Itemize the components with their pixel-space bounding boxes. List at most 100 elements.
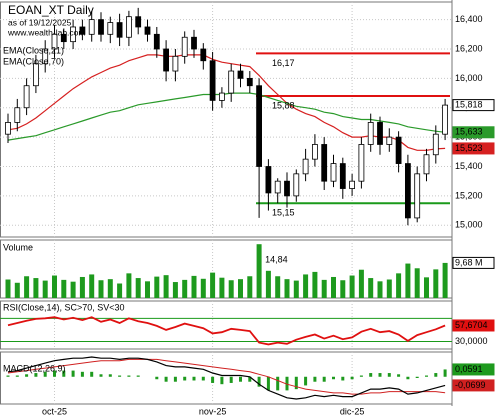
volume-bar xyxy=(126,273,132,298)
histogram-bar xyxy=(220,376,224,385)
histogram-bar xyxy=(294,376,298,390)
histogram-bar xyxy=(359,375,363,377)
volume-bar xyxy=(42,280,48,298)
volume-bar xyxy=(368,278,374,298)
y-tick-label: 15,000 xyxy=(455,220,483,230)
candle-body xyxy=(200,48,207,62)
volume-bar xyxy=(200,278,206,298)
volume-bar xyxy=(70,281,76,298)
value-tag-label: -0,0699 xyxy=(455,380,486,390)
histogram-bar xyxy=(99,374,103,377)
histogram-bar xyxy=(127,375,131,377)
histogram-bar xyxy=(71,370,75,377)
value-tag xyxy=(452,126,495,139)
volume-bar xyxy=(154,276,160,298)
panel-frame xyxy=(0,1,453,238)
histogram-bar xyxy=(248,376,252,382)
candle-body xyxy=(256,85,263,167)
chart-title: EOAN_XT Daily xyxy=(8,3,94,17)
histogram-bar xyxy=(229,376,233,383)
legend-entry: EMA(Close,70) xyxy=(3,56,64,66)
candle-body xyxy=(116,22,123,38)
candle-body xyxy=(33,63,39,87)
volume-bar xyxy=(405,263,411,298)
histogram-bar xyxy=(34,373,38,377)
candle-body xyxy=(107,22,114,35)
volume-bar xyxy=(117,283,123,298)
volume-bar xyxy=(265,270,271,298)
histogram-bar xyxy=(285,376,289,391)
volume-bar xyxy=(247,276,253,298)
histogram-bar xyxy=(332,376,335,380)
volume-bar xyxy=(61,279,67,298)
macd-line xyxy=(7,356,446,400)
candle-body xyxy=(367,122,374,145)
candle-body xyxy=(404,163,411,219)
volume-bar xyxy=(256,244,262,298)
volume-bar xyxy=(433,269,439,298)
level-label: 15,88 xyxy=(272,100,295,110)
candle-body xyxy=(395,136,402,164)
y-tick-label: 30,0000 xyxy=(455,336,488,346)
histogram-bar xyxy=(257,376,261,387)
histogram-bar xyxy=(118,375,122,377)
x-tick-label: dic-25 xyxy=(340,406,365,416)
y-tick-label: 16,400 xyxy=(455,14,483,24)
volume-bar xyxy=(321,279,327,298)
value-tag xyxy=(452,379,495,392)
volume-bar xyxy=(442,262,448,298)
value-tag-label: 15,818 xyxy=(455,99,483,109)
volume-bar xyxy=(210,272,216,298)
source: www.wealth-lab.com xyxy=(7,27,85,37)
histogram-bar xyxy=(397,374,401,377)
candle-body xyxy=(5,122,11,135)
histogram-bar xyxy=(53,370,56,377)
volume-bar xyxy=(275,276,281,298)
candle-body xyxy=(181,36,188,57)
volume-bar xyxy=(163,275,169,298)
x-tick-label: nov-25 xyxy=(199,406,227,416)
candle-body xyxy=(386,136,393,145)
histogram-bar xyxy=(108,374,112,377)
candle-body xyxy=(209,60,216,101)
volume-bar xyxy=(107,279,113,298)
volume-bar xyxy=(312,271,318,298)
candle-body xyxy=(144,26,151,35)
marks xyxy=(0,7,452,400)
candle-body xyxy=(265,166,272,194)
histogram-bar xyxy=(25,374,29,377)
x-tick-label: oct-25 xyxy=(42,406,67,416)
histogram-bar xyxy=(322,376,326,382)
volume-bar xyxy=(424,277,429,298)
candle-body xyxy=(228,70,235,94)
candle-body xyxy=(339,163,346,189)
volume-bar xyxy=(52,275,57,298)
volume-bar xyxy=(238,279,243,298)
volume-bar xyxy=(89,274,95,298)
volume-bar xyxy=(414,268,420,298)
value-tag-label: 0,0591 xyxy=(455,364,483,374)
panel-title: MACD(12,26,9) xyxy=(3,363,66,373)
candle-body xyxy=(98,19,104,35)
rsi-line xyxy=(7,316,446,346)
candle-body xyxy=(126,16,132,38)
histogram-bar xyxy=(211,376,215,383)
volume-bar xyxy=(24,276,30,298)
volume-bar xyxy=(33,278,39,298)
candle-body xyxy=(442,104,449,135)
histogram-bar xyxy=(425,375,428,377)
volume-bar xyxy=(5,279,11,298)
candle-body xyxy=(79,26,86,35)
histogram-bar xyxy=(266,376,270,391)
value-tag-label: 57,6704 xyxy=(455,320,488,330)
candle-body xyxy=(153,33,160,50)
level-label: 16,17 xyxy=(272,58,295,68)
value-tag xyxy=(452,363,495,376)
volume-bar xyxy=(182,279,188,298)
subtitle: as of 19/12/2025 xyxy=(8,17,72,27)
candle-body xyxy=(330,163,337,182)
level-label: 15,15 xyxy=(272,208,295,218)
histogram-bar xyxy=(201,376,205,381)
candle-body xyxy=(423,154,430,175)
histogram-bar xyxy=(62,370,66,377)
